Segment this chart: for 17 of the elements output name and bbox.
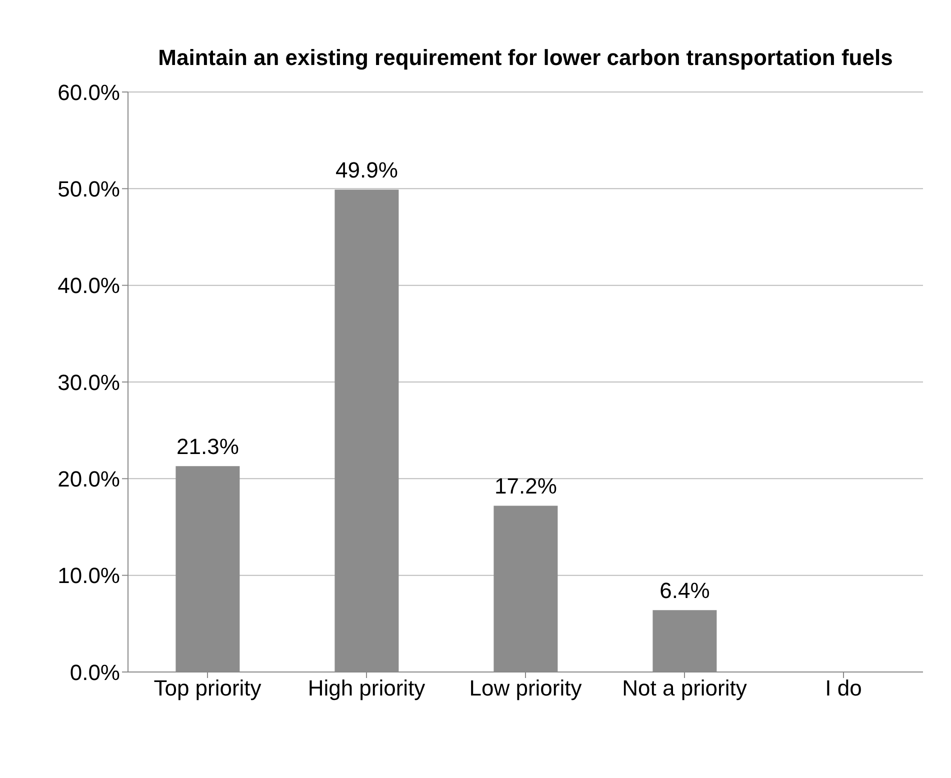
y-tick-label: 0.0% (70, 660, 120, 685)
x-tick-label: Low priority (469, 676, 582, 701)
x-tick-label: Not a priority (622, 676, 747, 701)
x-tick-label: High priority (308, 676, 426, 701)
chart-title: Maintain an existing requirement for lower carbon transportation fuels (157, 44, 894, 72)
x-tick-label: I do (825, 676, 862, 701)
y-tick-label: 30.0% (58, 370, 120, 395)
x-tick-label: Top priority (154, 676, 262, 701)
data-label: 49.9% (336, 158, 398, 183)
data-label: 6.4% (660, 578, 710, 604)
data-label: 17.2% (494, 474, 557, 499)
y-tick-label: 20.0% (58, 466, 120, 492)
data-label: 21.3% (176, 434, 239, 460)
y-tick-label: 10.0% (58, 563, 120, 588)
y-tick-label: 50.0% (58, 176, 120, 202)
y-tick-label: 40.0% (58, 273, 120, 298)
y-tick-label: 60.0% (58, 80, 120, 105)
